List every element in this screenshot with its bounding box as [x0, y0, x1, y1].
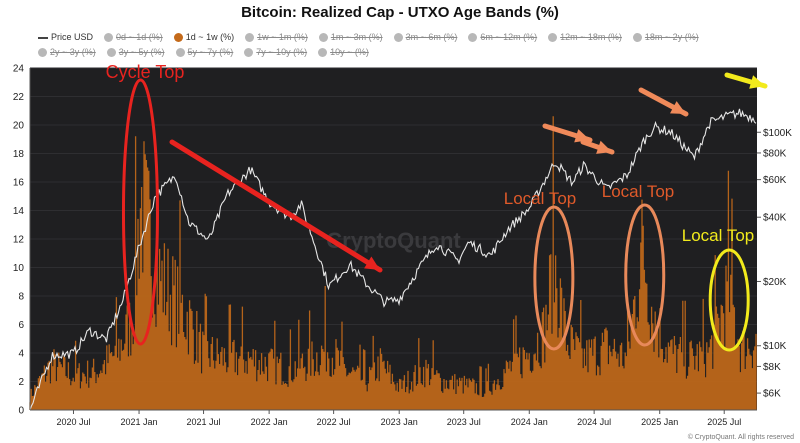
chart-title: Bitcoin: Realized Cap - UTXO Age Bands (…: [241, 4, 559, 21]
legend-item[interactable]: Price USD: [38, 30, 93, 45]
local-top-ellipse-yellow: [708, 248, 750, 352]
cycle-top-ellipse: [121, 78, 159, 346]
x-tick-label: 2022 Jan: [251, 417, 288, 427]
x-tick-label: 2023 Jul: [447, 417, 481, 427]
legend-dot-marker: [245, 33, 255, 43]
y-right-tick-label: $100K: [763, 128, 792, 139]
y-right-tick-label: $40K: [763, 213, 787, 224]
x-tick-label: 2024 Jan: [511, 417, 548, 427]
y-right-tick-label: $10K: [763, 341, 787, 352]
legend-item[interactable]: 3m ~ 6m (%): [393, 30, 458, 45]
y-right-tick-label: $80K: [763, 148, 787, 159]
legend-label: 2y ~ 3y (%): [50, 47, 96, 57]
legend-item[interactable]: 12m ~ 18m (%): [548, 30, 622, 45]
bear-trend-arrow-head: [364, 256, 380, 270]
y-left-tick-label: 16: [13, 178, 25, 189]
legend-dot-marker: [632, 33, 642, 43]
y-left-tick-label: 4: [18, 349, 24, 360]
legend-item[interactable]: 7y ~ 10y (%): [244, 45, 307, 60]
chart-legend: Price USD 0d ~ 1d (%) 1d ~ 1w (%) 1w ~ 1m (…: [38, 30, 778, 60]
legend-dot-marker: [393, 33, 403, 43]
legend-item[interactable]: 1m ~ 3m (%): [318, 30, 383, 45]
legend-item[interactable]: 3y ~ 5y (%): [106, 45, 165, 60]
legend-dot-marker: [244, 48, 254, 58]
legend-label: 12m ~ 18m (%): [560, 32, 622, 42]
legend-dot-marker: [318, 33, 328, 43]
y-left-tick-label: 20: [13, 121, 25, 132]
legend-dot-marker: [173, 33, 183, 43]
cycle-top-label: Cycle Top: [106, 62, 185, 82]
local-top-label-yellow: Local Top: [682, 226, 754, 245]
x-tick-label: 2023 Jan: [381, 417, 418, 427]
yellow-arrow-head: [749, 75, 765, 89]
y-right-tick-label: $60K: [763, 175, 787, 186]
x-tick-label: 2025 Jul: [707, 417, 741, 427]
y-left-tick-label: 8: [18, 292, 24, 303]
legend-label: 10y ~ (%): [330, 47, 369, 57]
local-top-ellipse-2025: [624, 203, 666, 347]
legend-line-marker: [38, 36, 48, 39]
x-tick-label: 2020 Jul: [56, 417, 90, 427]
y-left-tick-label: 22: [13, 92, 25, 103]
y-right-tick-label: $20K: [763, 277, 787, 288]
legend-label: Price USD: [51, 32, 94, 42]
orange-arrow-2-head: [596, 140, 612, 154]
y-left-tick-label: 2: [18, 377, 24, 388]
price-usd-line: [29, 108, 757, 411]
legend-label: 5y ~ 7y (%): [187, 47, 234, 57]
orange-arrow-1-head: [574, 129, 590, 143]
legend-label: 1m ~ 3m (%): [330, 32, 383, 42]
local-top-label-2024: Local Top: [504, 189, 576, 208]
legend-dot-marker: [175, 48, 185, 58]
legend-item[interactable]: 1w ~ 1m (%): [245, 30, 308, 45]
legend-item[interactable]: 0d ~ 1d (%): [104, 30, 163, 45]
y-left-tick-label: 12: [13, 235, 25, 246]
legend-dot-marker: [38, 48, 47, 58]
legend-item[interactable]: 10y ~ (%): [318, 45, 369, 60]
legend-item[interactable]: 2y ~ 3y (%): [38, 45, 96, 60]
local-top-label-2025: Local Top: [602, 182, 674, 201]
legend-item[interactable]: 18m ~ 2y (%): [632, 30, 699, 45]
orange-arrow-3-head: [670, 101, 686, 114]
legend-dot-marker: [104, 33, 114, 43]
legend-dot-marker: [548, 33, 558, 43]
legend-label: 3y ~ 5y (%): [118, 47, 165, 57]
y-left-tick-label: 14: [13, 206, 25, 217]
legend-dot-marker: [106, 48, 116, 58]
legend-item[interactable]: 5y ~ 7y (%): [175, 45, 234, 60]
y-left-tick-label: 10: [13, 263, 25, 274]
local-top-ellipse-2024: [533, 205, 575, 351]
legend-item[interactable]: 6m ~ 12m (%): [468, 30, 537, 45]
bear-trend-arrow-shaft: [169, 139, 383, 273]
copyright-footer: © CryptoQuant. All rights reserved: [687, 434, 794, 441]
y-left-tick-label: 24: [13, 64, 25, 75]
y-right-tick-label: $8K: [763, 362, 781, 373]
legend-item[interactable]: 1d ~ 1w (%): [173, 30, 235, 45]
y-right-tick-label: $6K: [763, 389, 781, 400]
legend-label: 0d ~ 1d (%): [116, 32, 163, 42]
legend-label: 1d ~ 1w (%): [185, 32, 235, 42]
y-left-tick-label: 0: [18, 406, 24, 417]
x-tick-label: 2024 Jul: [577, 417, 611, 427]
legend-label: 18m ~ 2y (%): [644, 32, 699, 42]
legend-label: 7y ~ 10y (%): [256, 47, 308, 57]
x-tick-label: 2025 Jan: [641, 417, 678, 427]
legend-label: 1w ~ 1m (%): [257, 32, 308, 42]
x-tick-label: 2022 Jul: [317, 417, 351, 427]
x-tick-label: 2021 Jan: [121, 417, 158, 427]
legend-dot-marker: [468, 33, 478, 43]
x-tick-label: 2021 Jul: [187, 417, 221, 427]
legend-label: 3m ~ 6m (%): [405, 32, 458, 42]
legend-label: 6m ~ 12m (%): [480, 32, 538, 42]
y-left-tick-label: 6: [18, 320, 24, 331]
legend-dot-marker: [318, 48, 328, 58]
y-left-tick-label: 18: [13, 149, 25, 160]
